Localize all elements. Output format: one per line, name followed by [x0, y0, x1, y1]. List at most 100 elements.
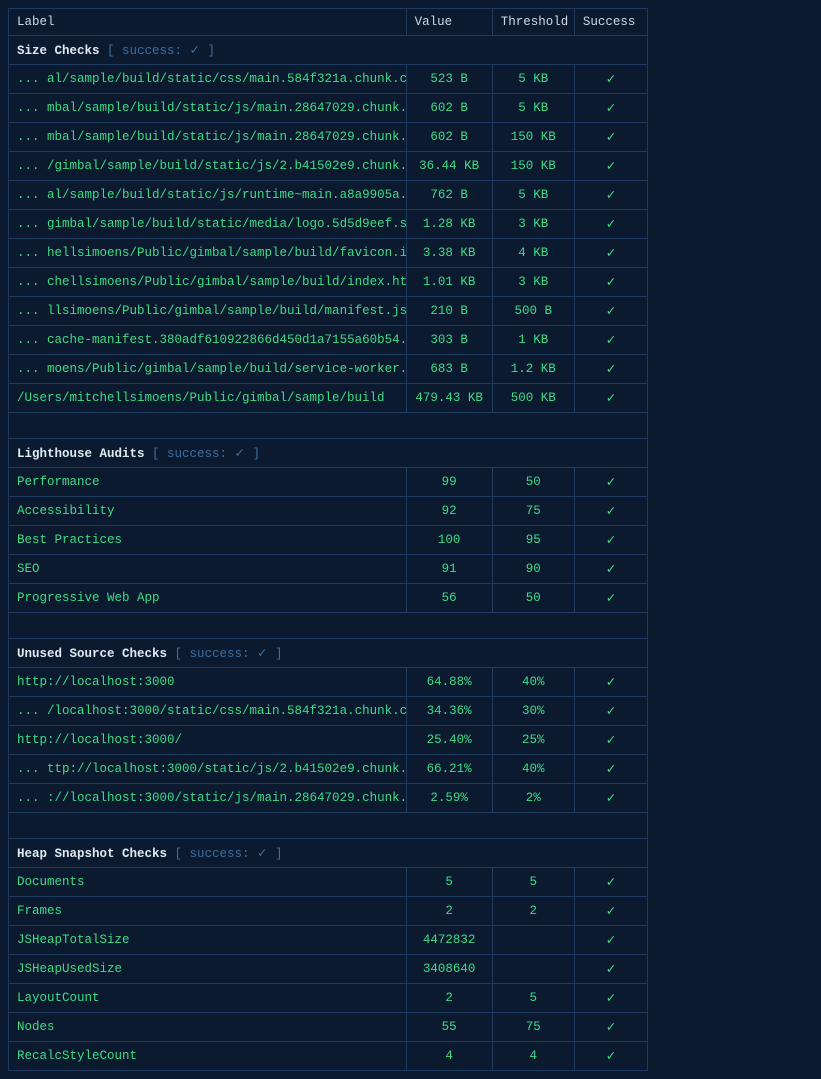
cell-success: ✓	[574, 926, 647, 955]
cell-label: ... /gimbal/sample/build/static/js/2.b41…	[9, 152, 407, 181]
cell-success: ✓	[574, 784, 647, 813]
section-title: Size Checks	[17, 44, 107, 58]
cell-threshold: 95	[492, 526, 574, 555]
cell-threshold: 75	[492, 497, 574, 526]
table-row: ... al/sample/build/static/css/main.584f…	[9, 65, 648, 94]
cell-threshold: 40%	[492, 755, 574, 784]
table-row: ... /localhost:3000/static/css/main.584f…	[9, 697, 648, 726]
cell-label: ... al/sample/build/static/js/runtime~ma…	[9, 181, 407, 210]
cell-threshold: 2	[492, 897, 574, 926]
cell-label: JSHeapTotalSize	[9, 926, 407, 955]
table-row: Frames22✓	[9, 897, 648, 926]
cell-value: 55	[406, 1013, 492, 1042]
cell-value: 2.59%	[406, 784, 492, 813]
table-row: ... ://localhost:3000/static/js/main.286…	[9, 784, 648, 813]
ellipsis: ...	[17, 362, 47, 376]
cell-value: 3408640	[406, 955, 492, 984]
cell-threshold: 150 KB	[492, 152, 574, 181]
cell-success: ✓	[574, 181, 647, 210]
cell-label: ... chellsimoens/Public/gimbal/sample/bu…	[9, 268, 407, 297]
section-spacer	[9, 413, 648, 439]
table-row: ... mbal/sample/build/static/js/main.286…	[9, 94, 648, 123]
table-row: ... moens/Public/gimbal/sample/build/ser…	[9, 355, 648, 384]
cell-threshold: 4	[492, 1042, 574, 1071]
cell-value: 762 B	[406, 181, 492, 210]
cell-success: ✓	[574, 123, 647, 152]
cell-value: 56	[406, 584, 492, 613]
cell-threshold: 500 B	[492, 297, 574, 326]
table-row: Nodes5575✓	[9, 1013, 648, 1042]
cell-threshold	[492, 926, 574, 955]
cell-success: ✓	[574, 94, 647, 123]
cell-label: ... mbal/sample/build/static/js/main.286…	[9, 123, 407, 152]
cell-threshold: 40%	[492, 668, 574, 697]
cell-label: /Users/mitchellsimoens/Public/gimbal/sam…	[9, 384, 407, 413]
cell-label: ... cache-manifest.380adf610922866d450d1…	[9, 326, 407, 355]
cell-label: ... mbal/sample/build/static/js/main.286…	[9, 94, 407, 123]
cell-threshold: 500 KB	[492, 384, 574, 413]
cell-threshold: 1 KB	[492, 326, 574, 355]
cell-label: LayoutCount	[9, 984, 407, 1013]
table-row: http://localhost:300064.88%40%✓	[9, 668, 648, 697]
cell-value: 602 B	[406, 94, 492, 123]
cell-value: 4472832	[406, 926, 492, 955]
section-title: Unused Source Checks	[17, 647, 175, 661]
section-header: Lighthouse Audits [ success: ✓ ]	[9, 439, 648, 468]
cell-label: http://localhost:3000/	[9, 726, 407, 755]
col-header-value: Value	[406, 9, 492, 36]
cell-value: 91	[406, 555, 492, 584]
cell-label: SEO	[9, 555, 407, 584]
cell-value: 479.43 KB	[406, 384, 492, 413]
table-row: Progressive Web App5650✓	[9, 584, 648, 613]
cell-label: JSHeapUsedSize	[9, 955, 407, 984]
table-row: ... hellsimoens/Public/gimbal/sample/bui…	[9, 239, 648, 268]
section-status: [ success: ✓ ]	[175, 847, 283, 861]
table-row: ... chellsimoens/Public/gimbal/sample/bu…	[9, 268, 648, 297]
cell-label: ... hellsimoens/Public/gimbal/sample/bui…	[9, 239, 407, 268]
cell-threshold: 25%	[492, 726, 574, 755]
table-row: LayoutCount25✓	[9, 984, 648, 1013]
cell-label: Performance	[9, 468, 407, 497]
cell-label: Frames	[9, 897, 407, 926]
cell-label: ... ttp://localhost:3000/static/js/2.b41…	[9, 755, 407, 784]
cell-success: ✓	[574, 868, 647, 897]
section-title: Heap Snapshot Checks	[17, 847, 175, 861]
cell-threshold: 50	[492, 468, 574, 497]
table-row: JSHeapUsedSize3408640✓	[9, 955, 648, 984]
table-row: ... ttp://localhost:3000/static/js/2.b41…	[9, 755, 648, 784]
section-spacer	[9, 813, 648, 839]
cell-value: 5	[406, 868, 492, 897]
cell-threshold: 5	[492, 868, 574, 897]
cell-label: ... moens/Public/gimbal/sample/build/ser…	[9, 355, 407, 384]
ellipsis: ...	[17, 130, 47, 144]
section-title: Lighthouse Audits	[17, 447, 152, 461]
col-header-label: Label	[9, 9, 407, 36]
cell-success: ✓	[574, 355, 647, 384]
ellipsis: ...	[17, 275, 47, 289]
cell-label: ... /localhost:3000/static/css/main.584f…	[9, 697, 407, 726]
cell-success: ✓	[574, 584, 647, 613]
cell-value: 602 B	[406, 123, 492, 152]
cell-threshold: 4 KB	[492, 239, 574, 268]
cell-success: ✓	[574, 326, 647, 355]
cell-label: Documents	[9, 868, 407, 897]
section-header: Size Checks [ success: ✓ ]	[9, 36, 648, 65]
table-row: Performance9950✓	[9, 468, 648, 497]
table-row: SEO9190✓	[9, 555, 648, 584]
cell-success: ✓	[574, 555, 647, 584]
cell-threshold: 2%	[492, 784, 574, 813]
section-spacer	[9, 613, 648, 639]
cell-success: ✓	[574, 1042, 647, 1071]
cell-threshold: 30%	[492, 697, 574, 726]
table-row: ... /gimbal/sample/build/static/js/2.b41…	[9, 152, 648, 181]
ellipsis: ...	[17, 333, 47, 347]
cell-label: ... gimbal/sample/build/static/media/log…	[9, 210, 407, 239]
section-header: Heap Snapshot Checks [ success: ✓ ]	[9, 839, 648, 868]
cell-label: ... al/sample/build/static/css/main.584f…	[9, 65, 407, 94]
cell-label: ... ://localhost:3000/static/js/main.286…	[9, 784, 407, 813]
section-status: [ success: ✓ ]	[175, 647, 283, 661]
cell-success: ✓	[574, 297, 647, 326]
table-row: ... llsimoens/Public/gimbal/sample/build…	[9, 297, 648, 326]
cell-success: ✓	[574, 1013, 647, 1042]
table-row: ... cache-manifest.380adf610922866d450d1…	[9, 326, 648, 355]
